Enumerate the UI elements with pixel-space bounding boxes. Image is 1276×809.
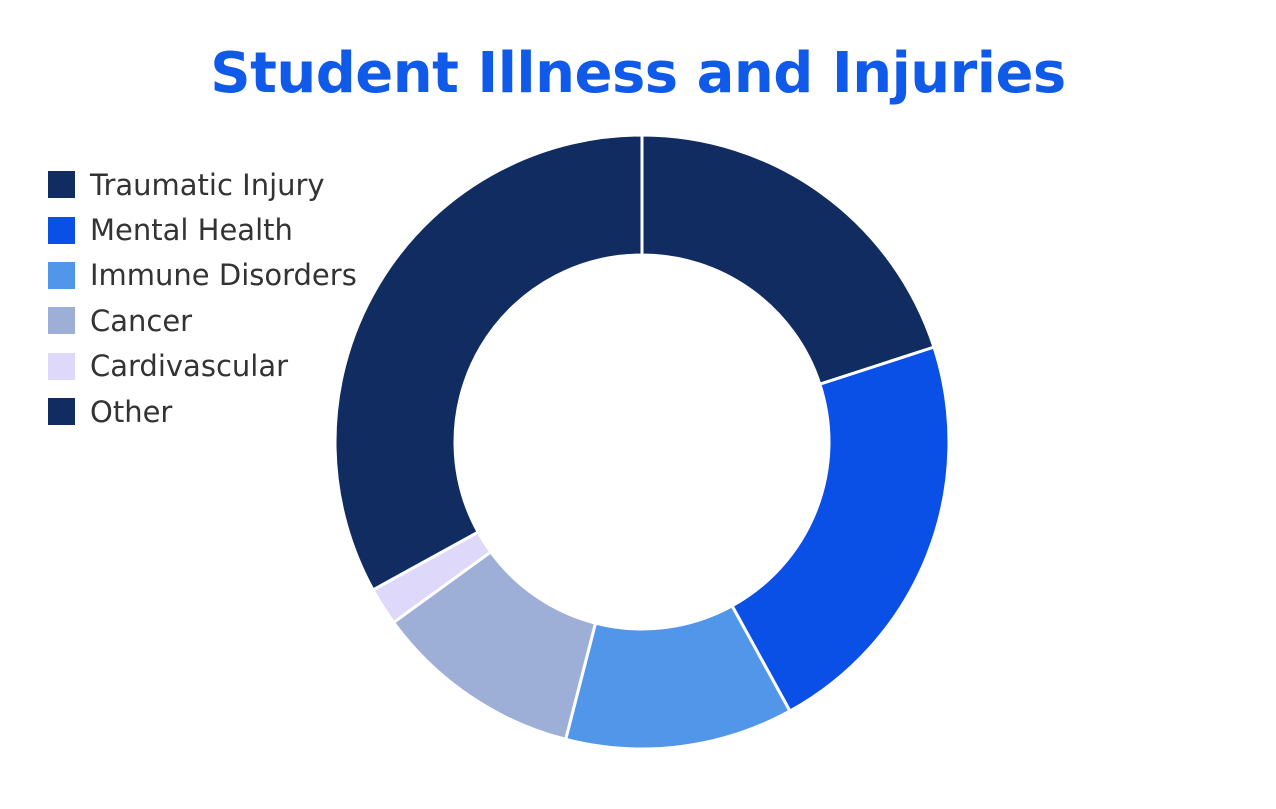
legend-item[interactable]: Cardivascular xyxy=(48,344,357,389)
legend-label: Other xyxy=(90,394,173,429)
legend-item[interactable]: Cancer xyxy=(48,298,357,343)
legend-label: Cardivascular xyxy=(90,349,289,384)
legend-label: Traumatic Injury xyxy=(90,167,325,202)
legend-swatch xyxy=(48,398,75,426)
legend-item[interactable]: Traumatic Injury xyxy=(48,162,357,207)
legend: Traumatic Injury Mental Health Immune Diso… xyxy=(48,162,357,434)
legend-item[interactable]: Immune Disorders xyxy=(48,253,357,298)
chart-title: Student Illness and Injuries xyxy=(210,41,1066,106)
donut-slice-mental-health[interactable] xyxy=(730,345,951,713)
legend-item[interactable]: Other xyxy=(48,389,357,434)
legend-label: Cancer xyxy=(90,303,193,338)
donut-slice-traumatic-injury[interactable] xyxy=(640,133,936,386)
legend-swatch xyxy=(48,352,75,380)
legend-label: Immune Disorders xyxy=(90,258,357,293)
legend-item[interactable]: Mental Health xyxy=(48,207,357,252)
legend-swatch xyxy=(48,307,75,335)
legend-swatch xyxy=(48,216,75,244)
legend-label: Mental Health xyxy=(90,213,293,248)
legend-swatch xyxy=(48,171,75,199)
donut-slice-other[interactable] xyxy=(333,133,644,592)
legend-swatch xyxy=(48,261,75,289)
